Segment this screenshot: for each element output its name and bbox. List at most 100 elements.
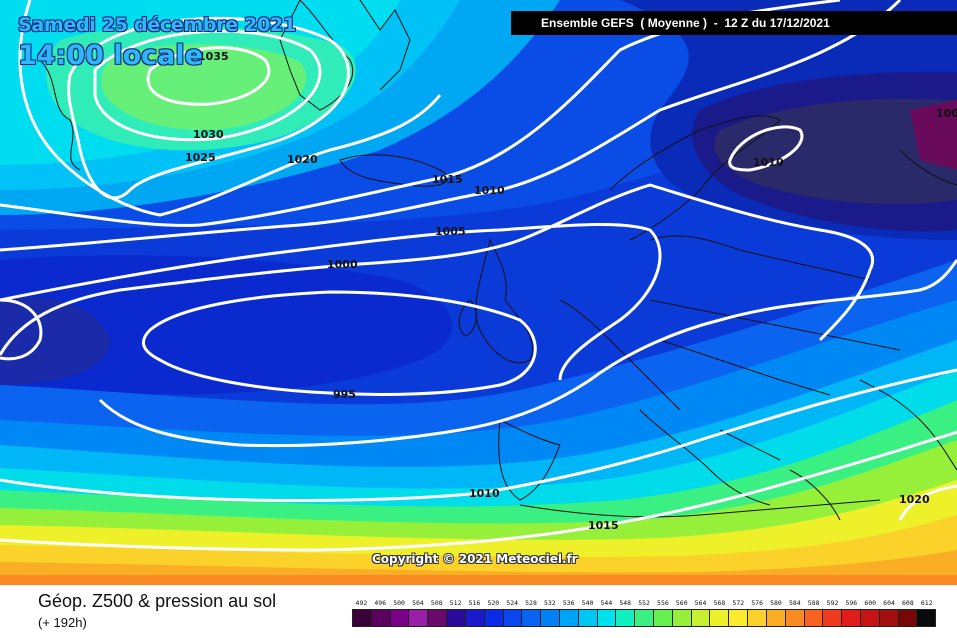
legend-value: 544 <box>600 599 613 607</box>
legend-swatch <box>766 610 786 626</box>
isobar-1000 <box>0 183 874 356</box>
chart-title: Géop. Z500 & pression au sol <box>38 591 277 611</box>
legend-value: 584 <box>788 599 801 607</box>
isobar-995 <box>141 290 537 396</box>
legend-swatch <box>578 610 598 626</box>
legend-value: 548 <box>619 599 632 607</box>
legend-value: 508 <box>430 599 443 607</box>
legend-value: 536 <box>562 599 575 607</box>
legend-swatch <box>635 610 654 626</box>
isobar-outer-995 <box>0 298 43 361</box>
legend-value: 612 <box>920 599 933 607</box>
legend-value: 576 <box>751 599 764 607</box>
isobar-1010b <box>728 125 804 172</box>
legend-swatch <box>616 610 636 626</box>
legend-swatch <box>917 610 936 626</box>
legend-swatch <box>447 610 466 626</box>
legend-value: 580 <box>770 599 782 607</box>
lead-time: (+ 192h) <box>38 615 87 630</box>
isobar-1025 <box>67 16 350 200</box>
legend-value: 500 <box>393 599 405 607</box>
legend-value: 552 <box>638 599 650 607</box>
legend-swatch <box>672 610 692 626</box>
isobar-1020 <box>18 0 442 217</box>
legend-swatch <box>729 610 749 626</box>
legend-swatch <box>559 610 579 626</box>
legend-value: 608 <box>902 599 914 607</box>
legend-value: 516 <box>468 599 481 607</box>
legend-value: 572 <box>732 599 745 607</box>
legend-value: 496 <box>374 599 387 607</box>
legend-swatch <box>409 610 429 626</box>
legend-value: 504 <box>412 599 424 607</box>
legend-swatch <box>748 610 767 626</box>
coastlines <box>39 0 957 521</box>
isobar-1030 <box>93 29 322 142</box>
legend-swatch <box>541 610 560 626</box>
isobar-label: 1035 <box>198 50 229 63</box>
isobar-1010c <box>0 368 957 503</box>
isobar-1010 <box>0 0 902 252</box>
isobar-label: 1010 <box>753 156 784 169</box>
color-scale-bar <box>352 609 936 627</box>
legend-swatch <box>522 610 542 626</box>
legend-swatch <box>879 610 899 626</box>
copyright-notice: Copyright © 2021 Meteociel.fr <box>372 552 578 566</box>
isobar-label: 1005 <box>936 107 957 120</box>
legend-swatch <box>428 610 448 626</box>
isobar-label: 1020 <box>899 493 930 506</box>
forecast-date: Samedi 25 décembre 2021 <box>18 14 296 36</box>
color-scale-legend: 492 496 500 504 508 512 516 520 524 528 532 536 540 5… <box>352 597 936 627</box>
legend-value: 596 <box>845 599 858 607</box>
legend-swatch <box>898 610 918 626</box>
isobar-label: 1005 <box>435 225 466 238</box>
legend-value: 512 <box>449 599 462 607</box>
run-info-banner: Ensemble GEFS ( Moyenne ) - 12 Z du 17/1… <box>511 11 957 35</box>
isobar-label: 1015 <box>588 519 619 532</box>
legend-value: 532 <box>543 599 556 607</box>
isobar-label: 1010 <box>469 487 500 500</box>
isobar-label: 1010 <box>474 184 505 197</box>
legend-swatch <box>503 610 523 626</box>
isobar-1005 <box>0 223 662 381</box>
legend-swatch <box>654 610 673 626</box>
isobars <box>0 0 957 552</box>
isobar-label: 1030 <box>193 128 224 141</box>
legend-swatch <box>484 610 504 626</box>
legend-value: 588 <box>807 599 820 607</box>
isobar-1035 <box>146 46 271 106</box>
legend-value: 492 <box>355 599 368 607</box>
legend-value: 568 <box>713 599 726 607</box>
legend-swatch <box>353 610 372 626</box>
legend-value: 600 <box>864 599 877 607</box>
legend-swatch <box>842 610 861 626</box>
isobar-label: 1025 <box>185 151 216 164</box>
isobar-label: 1015 <box>432 173 463 186</box>
forecast-time: 14:00 locale <box>18 40 203 71</box>
legend-swatch <box>710 610 730 626</box>
legend-value: 560 <box>675 599 688 607</box>
legend-value: 592 <box>826 599 839 607</box>
legend-value: 604 <box>883 599 895 607</box>
footer: Géop. Z500 & pression au sol (+ 192h) 49… <box>0 585 957 638</box>
isobar-labels: 1035 1030 1025 1020 1015 1010 1005 1000 … <box>185 50 957 532</box>
legend-swatch <box>860 610 880 626</box>
legend-value: 524 <box>506 599 519 607</box>
legend-swatch <box>785 610 805 626</box>
legend-swatch <box>804 610 824 626</box>
isobar-label: 995 <box>333 388 356 401</box>
isobar-outer <box>98 259 957 448</box>
legend-swatch <box>465 610 485 626</box>
isobar-1015b <box>0 430 957 552</box>
isobar-1020 <box>898 484 957 521</box>
legend-swatch <box>691 610 711 626</box>
legend-value: 564 <box>694 599 707 607</box>
legend-value: 556 <box>657 599 669 607</box>
weather-map: 1035 1030 1025 1020 1015 1010 1005 1000 … <box>0 0 957 585</box>
isobar-label: 1020 <box>287 153 318 166</box>
legend-swatch <box>597 610 617 626</box>
legend-value: 520 <box>487 599 500 607</box>
legend-value: 540 <box>581 599 594 607</box>
legend-swatch <box>823 610 843 626</box>
